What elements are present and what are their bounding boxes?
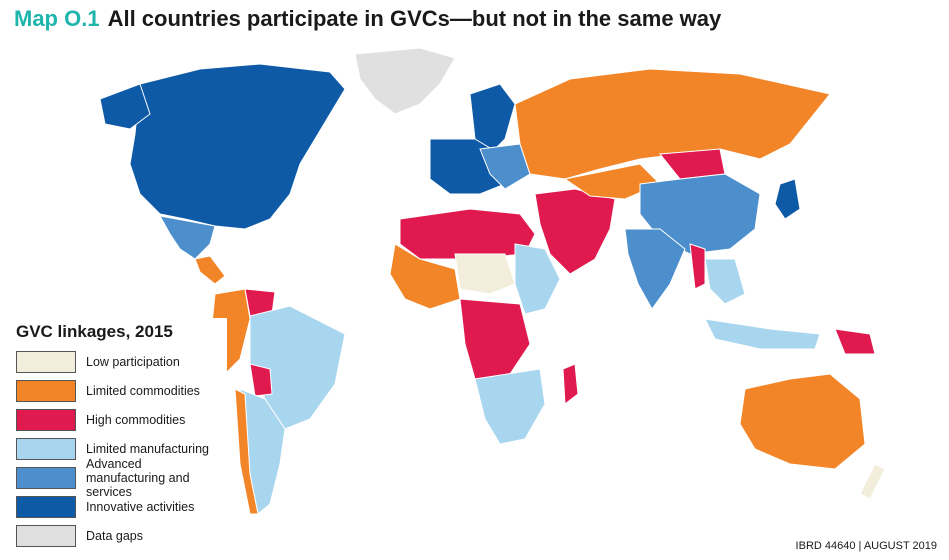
legend-label: Innovative activities [86, 500, 195, 514]
region-australia [739, 373, 866, 470]
legend-item-limited-manufacturing: Limited manufacturing [16, 437, 221, 461]
legend-item-high-commodities: High commodities [16, 408, 221, 432]
region-north-america [129, 63, 346, 230]
legend-swatch [16, 409, 76, 431]
region-indochina [704, 258, 746, 305]
region-madagascar [562, 363, 579, 405]
legend-title: GVC linkages, 2015 [16, 322, 173, 341]
legend-item-low-participation: Low participation [16, 350, 221, 374]
region-india [624, 228, 686, 310]
map-heading: All countries participate in GVCs—but no… [107, 6, 722, 31]
region-central-america [194, 255, 226, 285]
legend-swatch [16, 525, 76, 547]
map-number: Map O.1 [14, 6, 100, 31]
world-map [99, 47, 886, 515]
region-japan [774, 178, 801, 220]
region-west-africa [389, 243, 461, 310]
region-myanmar [689, 243, 706, 290]
region-southern-africa [474, 368, 546, 445]
region-russia [514, 68, 831, 180]
region-east-africa [514, 243, 561, 315]
legend-item-limited-commodities: Limited commodities [16, 379, 221, 403]
region-china [639, 173, 761, 255]
region-papua [834, 328, 876, 355]
region-new-zealand [859, 463, 886, 500]
region-bolivia [249, 363, 273, 397]
legend-label: Limited manufacturing [86, 442, 209, 456]
map-title: Map O.1 All countries participate in GVCs… [14, 6, 721, 32]
legend-swatch [16, 351, 76, 373]
legend-label: High commodities [86, 413, 186, 427]
legend-item-innovative-activities: Innovative activities [16, 495, 221, 519]
legend-label: Low participation [86, 355, 180, 369]
legend: GVC linkages, 2015 Low participation Lim… [8, 318, 227, 559]
legend-label: Advanced manufacturing and services [86, 457, 190, 499]
legend-swatch [16, 438, 76, 460]
legend-item-advanced-manufacturing: Advanced manufacturing and services [16, 457, 221, 499]
legend-item-data-gaps: Data gaps [16, 524, 221, 548]
region-sahel [454, 253, 516, 295]
legend-label: Data gaps [86, 529, 143, 543]
region-mongolia [659, 148, 726, 180]
legend-swatch [16, 496, 76, 518]
legend-swatch [16, 467, 76, 489]
map-credit: IBRD 44640 | AUGUST 2019 [795, 540, 937, 552]
legend-swatch [16, 380, 76, 402]
region-indonesia [704, 318, 821, 350]
region-eastern-europe [479, 143, 531, 190]
region-central-africa [459, 298, 531, 380]
region-greenland [354, 47, 456, 115]
legend-label: Limited commodities [86, 384, 200, 398]
region-alaska [99, 83, 151, 130]
region-chile-coast [234, 388, 259, 515]
